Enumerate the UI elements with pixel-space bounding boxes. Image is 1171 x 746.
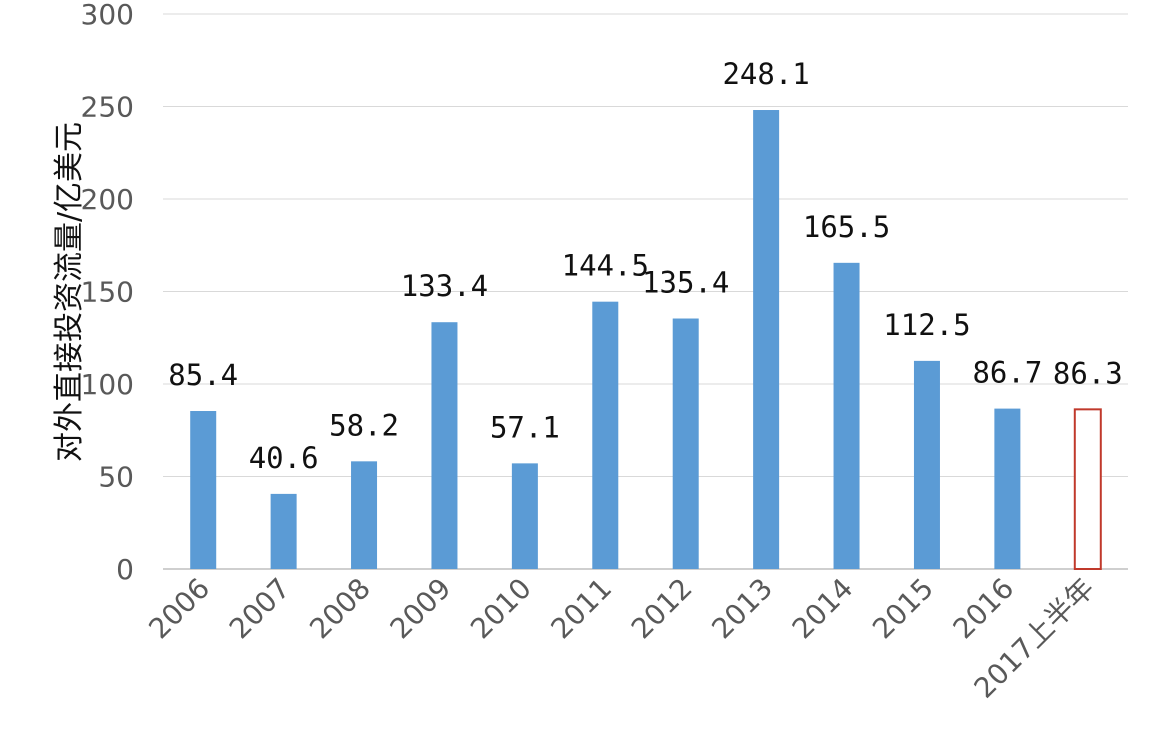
data-label: 144.5	[562, 249, 649, 283]
bar	[672, 318, 699, 569]
x-tick-label: 2014	[786, 572, 860, 646]
bar	[833, 262, 860, 569]
data-label: 165.5	[803, 210, 890, 244]
x-tick-label: 2010	[464, 572, 538, 646]
data-label: 112.5	[883, 308, 970, 342]
y-tick-label: 200	[81, 183, 134, 216]
x-tick-label: 2013	[705, 572, 779, 646]
data-label: 86.7	[972, 356, 1042, 390]
x-tick-label: 2012	[625, 572, 699, 646]
x-tick-label: 2016	[947, 572, 1021, 646]
y-tick-label: 300	[81, 0, 134, 31]
data-label: 133.4	[401, 269, 488, 303]
bar	[270, 493, 297, 569]
x-tick-label: 2006	[142, 572, 216, 646]
y-tick-label: 250	[81, 91, 134, 124]
bar	[1073, 408, 1102, 570]
y-tick-label: 0	[116, 553, 134, 586]
y-tick-label: 150	[81, 276, 134, 309]
bar	[351, 461, 378, 569]
data-label: 85.4	[168, 358, 238, 392]
x-tick-label: 2008	[303, 572, 377, 646]
bar	[190, 411, 217, 569]
y-axis-ticks: 0 50 100 150 200 250 300	[81, 0, 134, 586]
bar	[511, 463, 538, 569]
data-label: 135.4	[642, 266, 729, 300]
x-axis-ticks: 2006 2007 2008 2009 2010 2011 2012 2013 2014 2015…	[142, 572, 1100, 705]
bar	[592, 301, 619, 569]
y-axis-title: 对外直接投资流量/亿美元	[52, 122, 87, 462]
bars	[190, 110, 1102, 570]
x-tick-label: 2007	[223, 572, 297, 646]
bar	[753, 110, 780, 569]
data-label: 86.3	[1053, 356, 1123, 390]
bar	[913, 360, 940, 569]
data-label: 40.6	[249, 441, 319, 475]
y-tick-label: 50	[98, 461, 134, 494]
bar	[431, 322, 458, 569]
bar	[994, 408, 1021, 569]
data-label: 57.1	[490, 410, 560, 444]
x-tick-label: 2015	[866, 572, 940, 646]
grid	[163, 13, 1128, 570]
x-tick-label: 2009	[384, 572, 458, 646]
data-label: 58.2	[329, 408, 399, 442]
x-tick-label: 2011	[545, 572, 619, 646]
data-label: 248.1	[722, 57, 809, 91]
y-tick-label: 100	[81, 368, 134, 401]
